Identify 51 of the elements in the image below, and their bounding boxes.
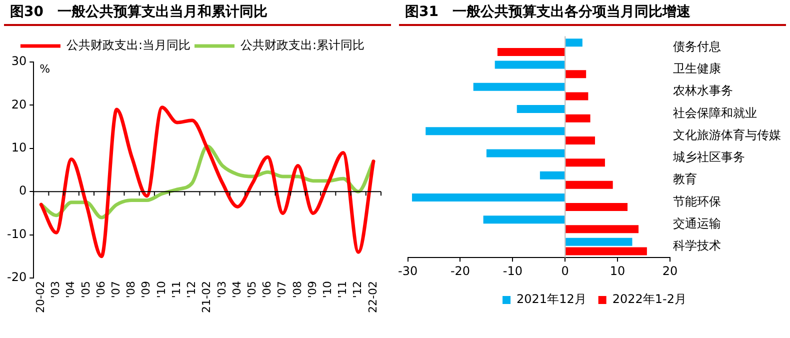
y-tick-label: 科学技术 bbox=[673, 238, 721, 253]
y-tick-label: 教育 bbox=[673, 172, 697, 186]
x-tick-label: '05 bbox=[245, 281, 258, 298]
x-tick-label: -30 bbox=[398, 264, 418, 278]
x-tick-label: 10 bbox=[610, 264, 626, 278]
x-tick-label: '06 bbox=[94, 281, 108, 298]
x-tick-label: '11 bbox=[170, 281, 183, 298]
legend-label: 公共财政支出:当月同比 bbox=[66, 38, 191, 52]
x-tick-label: 21-02 bbox=[200, 281, 214, 314]
y-tick-label: 30 bbox=[11, 54, 27, 68]
y-tick-label: 债务付息 bbox=[673, 39, 721, 54]
x-tick-label: '12 bbox=[185, 281, 198, 298]
y-tick-label: 交通运输 bbox=[673, 216, 721, 231]
x-tick-label: '06 bbox=[260, 281, 274, 298]
y-tick-label: 城乡社区事务 bbox=[672, 150, 745, 164]
x-tick-label: '09 bbox=[306, 281, 319, 298]
x-tick-label: '10 bbox=[154, 281, 168, 298]
x-tick-label: '04 bbox=[64, 281, 78, 298]
y-axis-title: % bbox=[40, 62, 50, 76]
x-tick-label: -20 bbox=[450, 264, 470, 278]
x-tick-label: '03 bbox=[215, 281, 228, 298]
x-tick-label: 0 bbox=[561, 264, 569, 278]
y-tick-label: -10 bbox=[6, 226, 27, 241]
x-tick-label: -10 bbox=[502, 264, 522, 278]
x-tick-label: '08 bbox=[290, 281, 304, 298]
x-tick-label: '08 bbox=[124, 281, 138, 298]
x-tick-label: '07 bbox=[110, 281, 123, 298]
y-tick-label: 节能环保 bbox=[673, 194, 721, 208]
x-tick-label: 20 bbox=[662, 264, 678, 278]
x-tick-label: 20-02 bbox=[34, 281, 48, 314]
legend-label: 公共财政支出:累计同比 bbox=[240, 38, 365, 52]
x-tick-label: '05 bbox=[79, 281, 92, 298]
legend-label: 2021年12月 bbox=[516, 292, 586, 306]
y-tick-label: 20 bbox=[11, 97, 27, 112]
x-tick-label: '12 bbox=[351, 281, 364, 298]
x-tick-label: '11 bbox=[336, 281, 350, 298]
x-tick-label: '10 bbox=[320, 281, 334, 298]
x-tick-label: '03 bbox=[49, 281, 62, 298]
chart-title: 图30 一般公共预算支出当月和累计同比 bbox=[4, 0, 391, 26]
x-tick-label: '04 bbox=[230, 281, 244, 298]
y-tick-label: 0 bbox=[18, 184, 27, 198]
x-tick-label: '09 bbox=[140, 281, 153, 298]
y-tick-label: 卫生健康 bbox=[673, 62, 721, 76]
chart-title: 图31 一般公共预算支出各分项当月同比增速 bbox=[399, 0, 786, 26]
y-tick-label: 文化旅游体育与传媒 bbox=[673, 128, 781, 142]
x-tick-label: '07 bbox=[276, 281, 289, 298]
y-tick-label: 10 bbox=[11, 140, 27, 155]
y-tick-label: 农林水事务 bbox=[673, 84, 733, 98]
x-tick-label: 22-02 bbox=[366, 281, 380, 314]
y-tick-label: 社会保障和就业 bbox=[673, 106, 757, 120]
legend-label: 2022年1-2月 bbox=[612, 292, 686, 306]
